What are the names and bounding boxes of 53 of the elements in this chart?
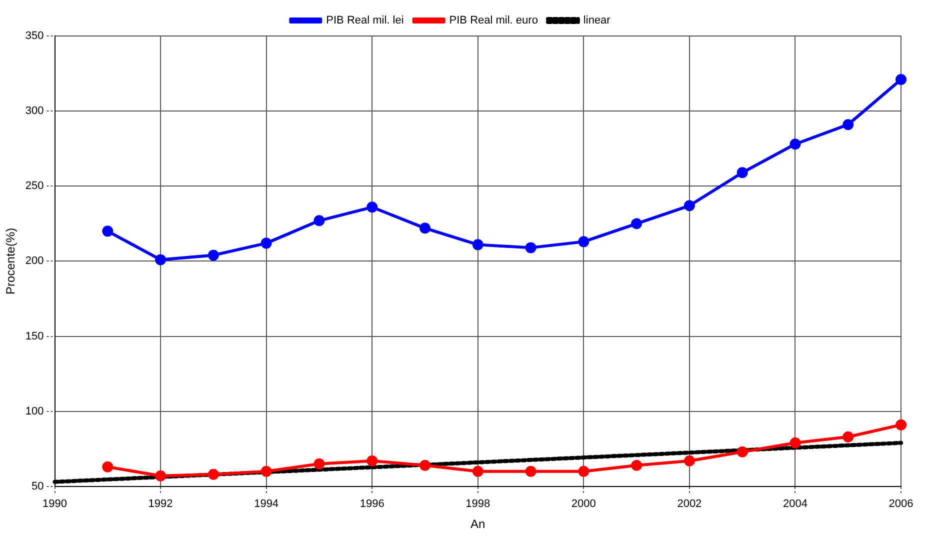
y-tick-label: 100 xyxy=(25,405,44,418)
point xyxy=(155,254,166,266)
x-tick-label: 1996 xyxy=(360,498,384,510)
x-tick-label: 1992 xyxy=(148,498,173,510)
x-tick-label: 1994 xyxy=(254,498,279,510)
point xyxy=(736,167,748,178)
x-tick-label: 1998 xyxy=(466,498,490,510)
point xyxy=(631,218,642,230)
point xyxy=(472,466,484,477)
legend-label: PIB Real mil. euro xyxy=(449,14,538,27)
point xyxy=(525,242,536,254)
y-tick-label: 200 xyxy=(25,255,44,268)
point xyxy=(314,458,325,470)
point xyxy=(102,461,114,472)
x-axis-title: An xyxy=(470,517,486,532)
y-tick-label: 300 xyxy=(25,105,44,118)
point xyxy=(631,460,642,471)
point xyxy=(419,222,430,234)
y-axis-title: Procente(%) xyxy=(4,228,18,295)
point xyxy=(790,138,801,150)
point xyxy=(260,238,272,249)
legend-label: PIB Real mil. lei xyxy=(326,14,404,27)
point xyxy=(472,239,484,250)
legend-label: linear xyxy=(583,14,611,27)
point xyxy=(578,236,590,248)
point xyxy=(578,466,590,477)
x-tick-label: 2004 xyxy=(782,498,808,510)
point xyxy=(736,446,748,458)
point xyxy=(419,460,430,471)
x-tick-label: 2006 xyxy=(888,498,914,510)
point xyxy=(790,437,801,448)
y-tick-label: 150 xyxy=(25,330,44,342)
y-tick-label: 250 xyxy=(25,180,44,192)
y-tick-label: 350 xyxy=(25,30,44,42)
point xyxy=(314,215,325,226)
point xyxy=(842,119,854,130)
point xyxy=(366,202,378,213)
x-tick-label: 1990 xyxy=(42,498,67,510)
point xyxy=(896,419,906,430)
point xyxy=(684,200,695,212)
point xyxy=(102,226,114,237)
point xyxy=(260,466,272,477)
point xyxy=(842,431,854,442)
point xyxy=(896,74,906,86)
point xyxy=(525,466,536,477)
y-tick-label: 50 xyxy=(32,480,44,492)
point xyxy=(208,250,219,261)
point xyxy=(684,455,695,466)
point xyxy=(208,468,219,480)
x-tick-label: 2002 xyxy=(677,498,702,510)
point xyxy=(155,470,166,482)
point xyxy=(366,455,378,466)
x-tick-label: 2000 xyxy=(571,498,596,510)
